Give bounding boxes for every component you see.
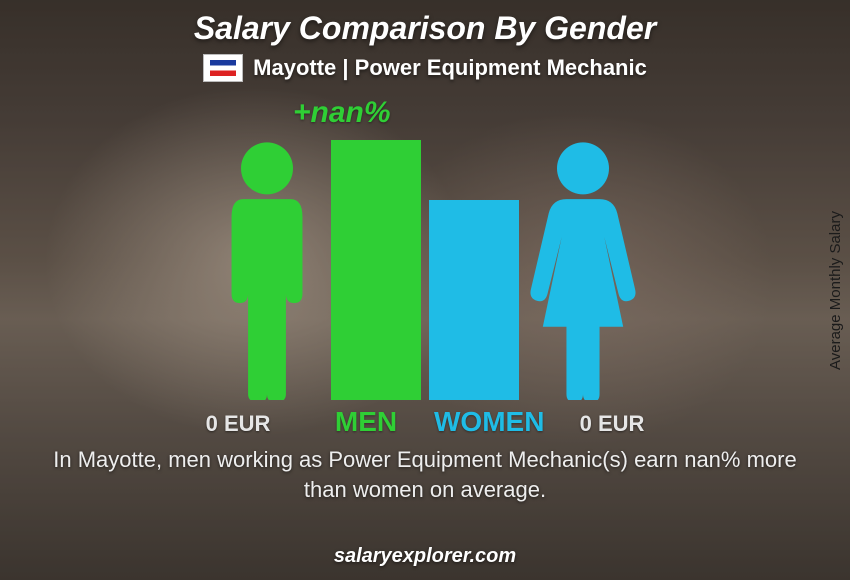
subtitle-separator: | bbox=[336, 55, 354, 80]
female-icon bbox=[523, 140, 643, 400]
subtitle-location: Mayotte bbox=[253, 55, 336, 80]
women-category-label: WOMEN bbox=[434, 406, 534, 438]
women-bar bbox=[429, 200, 519, 400]
infographic-content: Salary Comparison By Gender Mayotte | Po… bbox=[0, 0, 850, 580]
men-category-label: MEN bbox=[316, 406, 416, 438]
subtitle-row: Mayotte | Power Equipment Mechanic bbox=[0, 54, 850, 82]
male-icon bbox=[207, 140, 327, 400]
men-value-label: 0 EUR bbox=[178, 411, 298, 437]
description-text: In Mayotte, men working as Power Equipme… bbox=[50, 445, 800, 504]
y-axis-label-wrap: Average Monthly Salary bbox=[820, 0, 850, 580]
labels-row: 0 EUR MEN WOMEN 0 EUR bbox=[0, 406, 850, 438]
mayotte-flag-icon bbox=[203, 54, 243, 82]
women-value-label: 0 EUR bbox=[552, 411, 672, 437]
chart-area bbox=[0, 100, 850, 400]
y-axis-label: Average Monthly Salary bbox=[827, 211, 844, 370]
men-bar bbox=[331, 140, 421, 400]
subtitle-job: Power Equipment Mechanic bbox=[355, 55, 647, 80]
footer-source: salaryexplorer.com bbox=[0, 545, 850, 568]
page-title: Salary Comparison By Gender bbox=[0, 10, 850, 47]
subtitle: Mayotte | Power Equipment Mechanic bbox=[253, 55, 647, 81]
